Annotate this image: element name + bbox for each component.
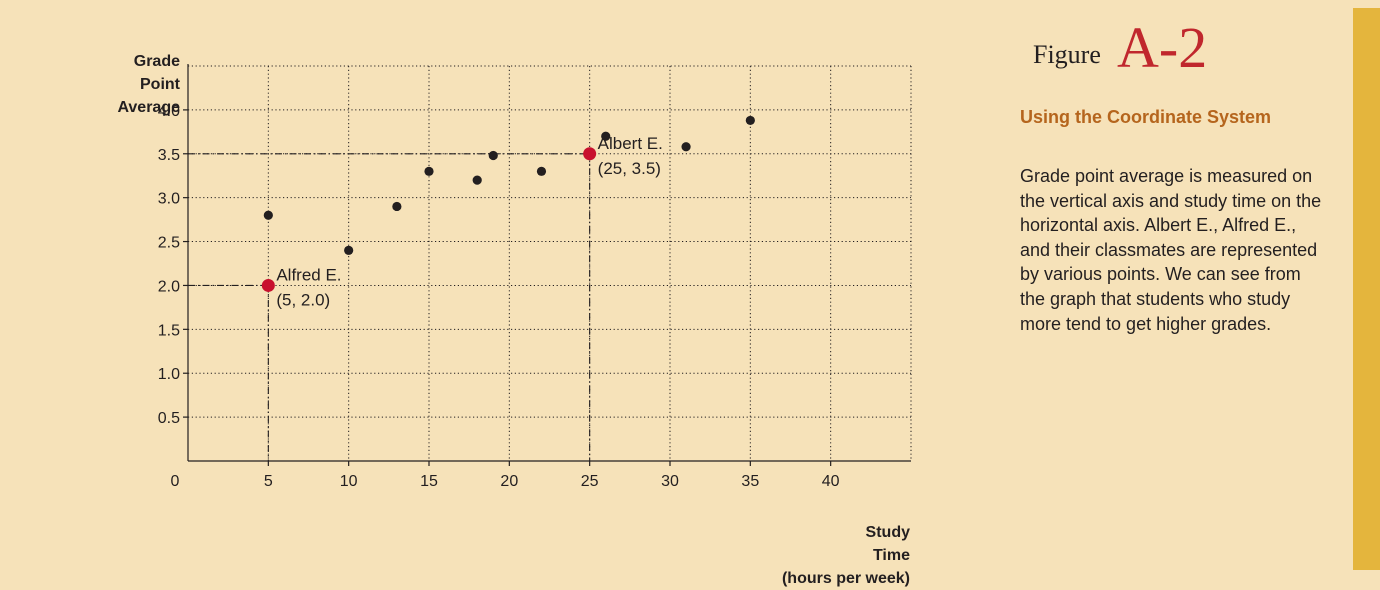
- data-point: [488, 150, 498, 161]
- x-tick-label: 20: [500, 473, 518, 490]
- x-tick-label: 5: [264, 473, 273, 490]
- data-point: [536, 166, 547, 176]
- caption-body: Grade point average is measured on the v…: [1020, 166, 1322, 334]
- y-axis-title: Grade Point Average: [60, 50, 180, 119]
- y-axis-title-line: Grade: [133, 53, 180, 70]
- data-point: [472, 175, 482, 185]
- y-tick-label: 3.0: [158, 191, 180, 208]
- y-tick-label: 1.0: [158, 366, 180, 383]
- data-point: [745, 115, 755, 126]
- highlighted-point: [261, 278, 275, 292]
- y-tick-label: 3.5: [158, 147, 180, 164]
- y-tick-label: 1.5: [158, 322, 180, 339]
- figure-heading: Figure A-2: [1033, 15, 1333, 88]
- x-tick-label: 10: [340, 473, 358, 490]
- x-tick-label: 0: [171, 473, 180, 490]
- point-coord-label: (25, 3.5): [598, 159, 661, 178]
- data-point: [601, 131, 611, 141]
- x-axis-title: Study Time (hours per week): [700, 521, 910, 590]
- data-point: [344, 245, 354, 255]
- caption-title: Using the Coordinate System: [1020, 107, 1272, 127]
- y-tick-label: 2.0: [158, 278, 180, 295]
- figure-label: Figure: [1033, 40, 1101, 69]
- scatter-chart: 0.5 1.0 1.5 2.0 2.5 3.0 3.5 4.0 0 5 10 15 20 25 30 35 40…: [158, 64, 912, 490]
- x-tick-label: 15: [420, 473, 438, 490]
- point-coord-label: (5, 2.0): [276, 290, 330, 309]
- y-tick-label: 0.5: [158, 410, 180, 427]
- highlighted-point: [583, 147, 597, 161]
- data-point: [424, 166, 434, 176]
- x-axis-title-line: Study: [865, 524, 910, 541]
- data-point: [392, 201, 402, 212]
- data-point: [263, 210, 273, 220]
- accent-bar: [1353, 8, 1380, 570]
- y-tick-label: 4.0: [158, 103, 180, 120]
- figure-number: A-2: [1117, 15, 1208, 80]
- point-name-label: Albert E.: [598, 134, 663, 153]
- data-point: [681, 142, 691, 152]
- y-axis-title-line: Average: [117, 99, 180, 116]
- x-axis-title-line: Time: [872, 547, 910, 564]
- point-name-label: Alfred E.: [276, 265, 341, 284]
- x-tick-label: 40: [822, 473, 840, 490]
- y-axis-title-line: Point: [140, 76, 180, 93]
- x-tick-label: 30: [661, 473, 679, 490]
- x-tick-label: 35: [741, 473, 759, 490]
- y-tick-label: 2.5: [158, 235, 180, 252]
- x-tick-label: 25: [581, 473, 599, 490]
